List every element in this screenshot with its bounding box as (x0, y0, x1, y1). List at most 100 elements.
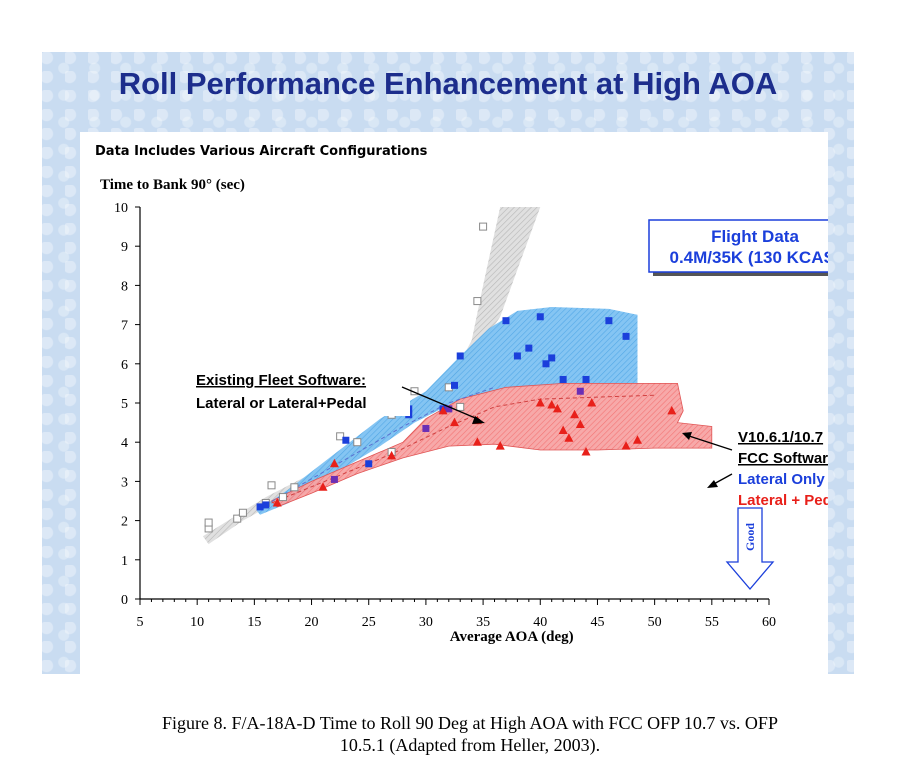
data-point (542, 360, 550, 368)
y-tick-label: 3 (121, 475, 128, 490)
series-lateral-pedal (272, 398, 677, 507)
data-point (451, 381, 458, 389)
new-software-line3: Lateral Only (738, 471, 825, 488)
lateral-only-arrowhead (682, 432, 692, 440)
data-point (513, 352, 521, 360)
good-arrow: Good (725, 507, 775, 591)
y-tick-label: 6 (121, 358, 128, 373)
existing-fleet-bg (192, 364, 410, 416)
x-tick-label: 20 (305, 615, 319, 630)
data-point (621, 441, 631, 450)
data-point (479, 222, 488, 231)
data-point (472, 437, 482, 446)
data-point (559, 375, 567, 383)
lateral-only-trend (265, 386, 495, 506)
roll-performance-chart: Data Includes Various Aircraft Configura… (95, 144, 828, 645)
data-point (336, 432, 345, 441)
x-tick-label: 50 (648, 615, 662, 630)
slide-panel: Roll Performance Enhancement at High AOA… (42, 52, 854, 714)
data-point (422, 424, 430, 432)
x-tick-label: 25 (362, 615, 376, 630)
new-software-line1: V10.6.1/10.7 (738, 429, 823, 446)
flight-data-line1: Flight Data (711, 227, 799, 246)
data-point (495, 441, 505, 450)
new-software-line2: FCC Software: (738, 450, 828, 467)
y-tick-label: 0 (121, 593, 128, 608)
x-tick-label: 60 (762, 615, 776, 630)
figure-caption: Figure 8. F/A-18A-D Time to Roll 90 Deg … (40, 712, 900, 756)
data-point (570, 409, 580, 419)
data-point (318, 482, 328, 491)
y-tick-label: 10 (114, 201, 128, 216)
data-point (582, 375, 590, 383)
data-point (262, 501, 270, 509)
data-point (387, 450, 397, 460)
existing-fleet-arrowhead (472, 416, 485, 424)
data-point (267, 481, 276, 490)
existing-fleet-line2: Lateral or Lateral+Pedal (196, 395, 367, 412)
x-tick-label: 15 (247, 615, 261, 630)
lateral-only-arrow (685, 434, 733, 451)
y-tick-label: 5 (121, 397, 128, 412)
data-point (548, 354, 556, 362)
slide-title: Roll Performance Enhancement at High AOA (118, 66, 778, 101)
existing-fleet-arrow (401, 386, 481, 421)
x-tick-label: 30 (419, 615, 433, 630)
x-tick-label: 55 (705, 615, 719, 630)
data-point (581, 447, 591, 456)
data-point (204, 518, 213, 527)
caption-line-1: Figure 8. F/A-18A-D Time to Roll 90 Deg … (162, 713, 778, 733)
data-point (525, 344, 533, 352)
data-point (605, 317, 613, 325)
existing-fleet-callout: Existing Fleet Software: Lateral or Later… (192, 364, 485, 424)
data-point (536, 313, 544, 321)
flight-data-box: Flight Data 0.4M/35K (130 KCAS) (648, 219, 828, 276)
data-point (575, 419, 585, 429)
flight-data-frame (648, 219, 828, 273)
y-tick-label: 2 (121, 515, 128, 530)
data-point (278, 493, 287, 502)
existing-fleet-region (202, 207, 541, 545)
plot-card: Data Includes Various Aircraft Configura… (80, 132, 828, 714)
lateral-pedal-arrowhead (707, 480, 718, 488)
data-point (502, 317, 510, 325)
data-point (365, 460, 373, 468)
data-point (473, 297, 482, 306)
y-tick-label: 1 (121, 554, 128, 569)
data-point (564, 433, 574, 442)
data-point (342, 436, 350, 444)
y-tick-label: 7 (121, 319, 128, 334)
lateral-only-region (256, 307, 638, 515)
data-point (632, 435, 642, 444)
data-point (547, 399, 557, 409)
x-tick-label: 40 (533, 615, 547, 630)
data-point (576, 387, 584, 395)
new-software-callout: V10.6.1/10.7 FCC Software: Lateral Only Lat… (682, 422, 828, 516)
data-point (238, 508, 247, 517)
x-tick-label: 10 (190, 615, 204, 630)
data-point (552, 403, 562, 413)
data-point (353, 438, 362, 447)
data-point (456, 352, 464, 360)
new-software-line4: Lateral + Pedal (738, 492, 828, 509)
chart-subtitle: Data Includes Various Aircraft Configura… (95, 144, 428, 159)
data-point (622, 332, 630, 340)
y-tick-label: 4 (121, 436, 128, 451)
data-point (290, 483, 299, 492)
existing-fleet-line1: Existing Fleet Software: (196, 372, 366, 389)
y-tick-label: 8 (121, 279, 128, 294)
data-point (330, 475, 338, 483)
x-tick-label: 45 (590, 615, 604, 630)
data-point (256, 503, 264, 511)
new-software-bg (734, 422, 828, 516)
y-tick-label: 9 (121, 240, 128, 255)
data-point (587, 398, 597, 407)
lateral-pedal-region (270, 382, 713, 508)
data-point (535, 398, 545, 407)
x-axis-title: Average AOA (deg) (450, 629, 574, 645)
data-point (272, 497, 282, 507)
x-tick-label: 5 (137, 615, 144, 630)
data-point (667, 405, 677, 415)
data-point (329, 458, 339, 468)
good-arrow-shape (725, 507, 775, 591)
